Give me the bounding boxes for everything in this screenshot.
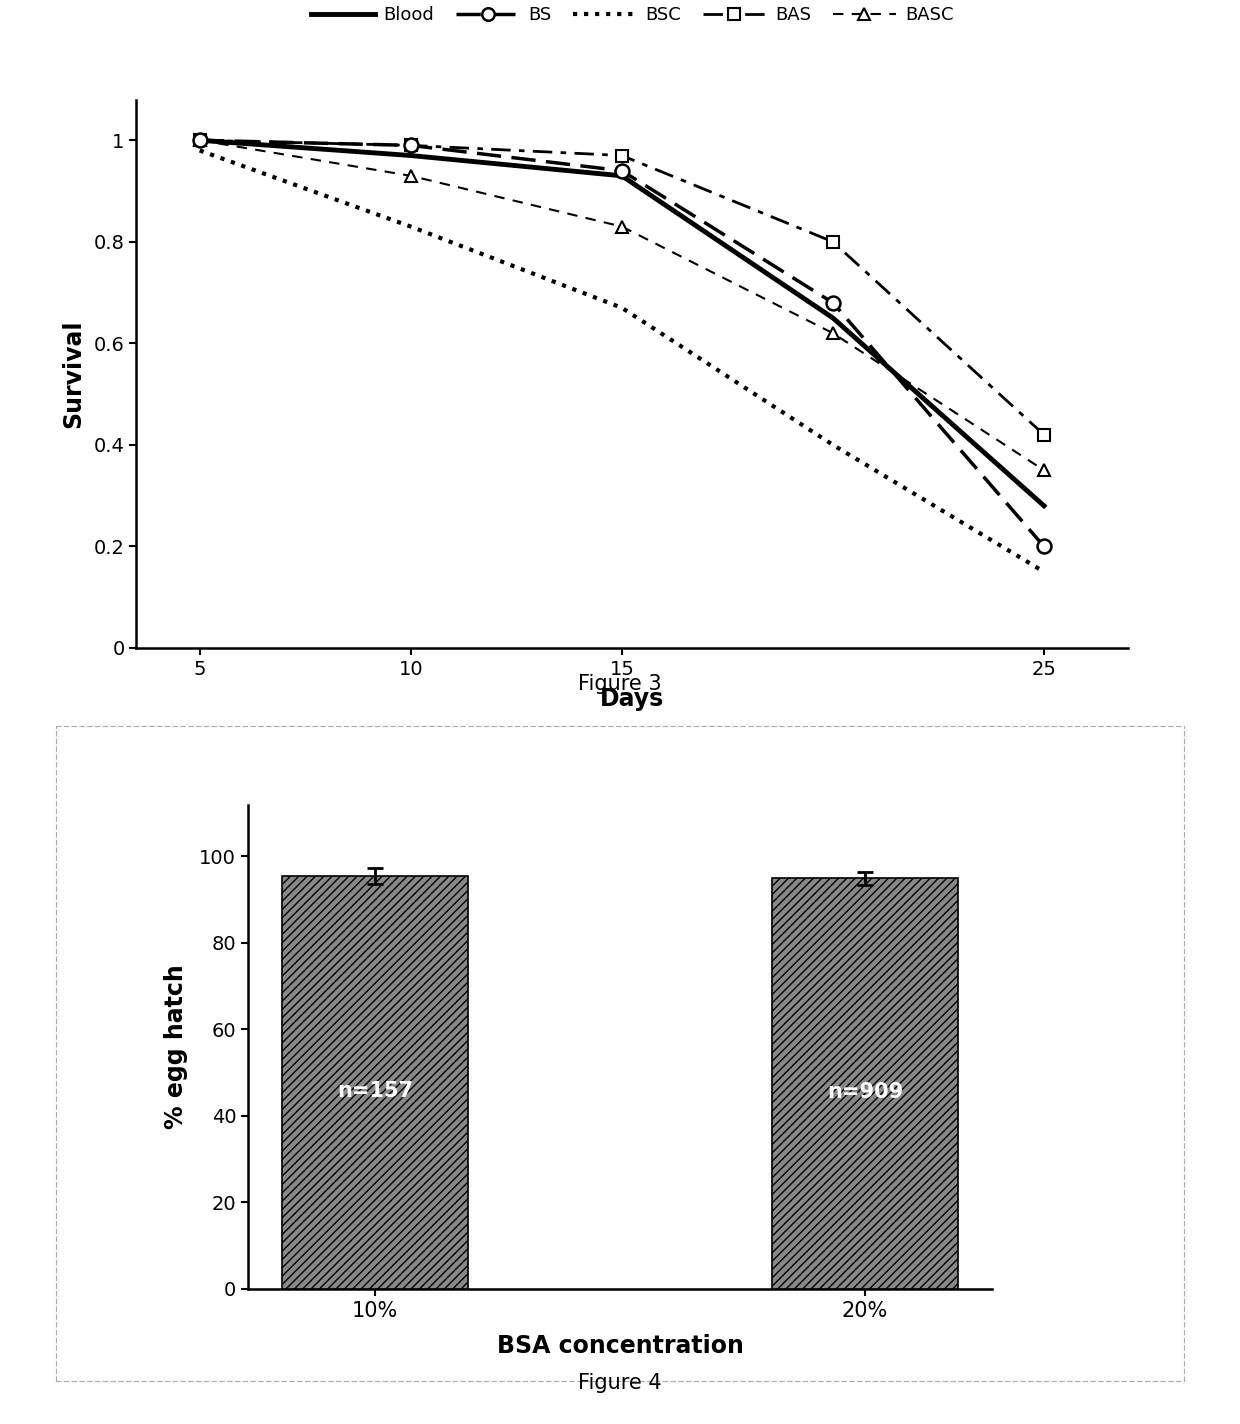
- Y-axis label: % egg hatch: % egg hatch: [164, 964, 188, 1129]
- Text: n=909: n=909: [827, 1082, 903, 1102]
- X-axis label: BSA concentration: BSA concentration: [496, 1334, 744, 1358]
- Text: n=157: n=157: [337, 1081, 413, 1101]
- X-axis label: Days: Days: [600, 686, 665, 711]
- Legend: Blood, BS, BSC, BAS, BASC: Blood, BS, BSC, BAS, BASC: [304, 0, 961, 31]
- Bar: [773, 879, 959, 1289]
- Text: Figure 4: Figure 4: [578, 1373, 662, 1393]
- Text: Figure 3: Figure 3: [578, 674, 662, 693]
- Y-axis label: Survival: Survival: [62, 319, 86, 429]
- Bar: [281, 876, 467, 1289]
